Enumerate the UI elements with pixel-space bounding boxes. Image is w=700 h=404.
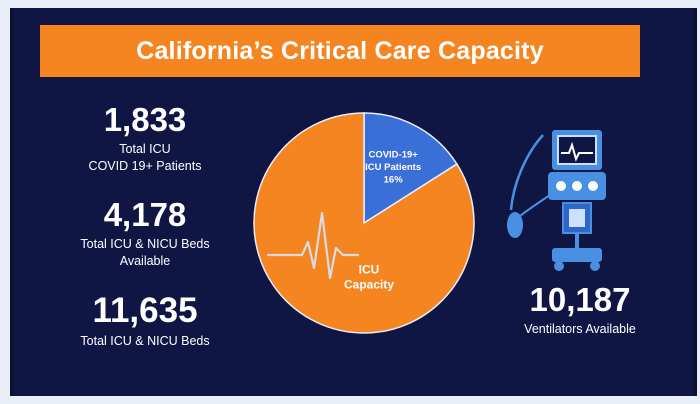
pie-label-covid: ICU Patients (365, 162, 421, 173)
ventilator-icon (507, 130, 606, 271)
pie-chart: COVID-19+ ICU Patients 16% ICU Capacity (240, 110, 490, 340)
pie-label-covid: COVID-19+ (368, 149, 418, 160)
pie-label-covid: 16% (384, 174, 404, 185)
pie-label-capacity: ICU (359, 263, 380, 277)
stat-icu-covid-patients: 1,833 Total ICU COVID 19+ Patients (60, 103, 230, 175)
pie-label-capacity: Capacity (344, 278, 394, 292)
stat-beds-available: 4,178 Total ICU & NICU Beds Available (50, 198, 240, 270)
stat-value: 11,635 (92, 291, 198, 330)
stat-label: Total ICU & NICU Beds (80, 334, 210, 348)
stat-beds-total: 11,635 Total ICU & NICU Beds (45, 293, 245, 350)
pie-slices (253, 112, 475, 334)
stat-label: Total ICU (119, 142, 171, 156)
stat-label: Available (119, 253, 171, 268)
stat-value: 4,178 (103, 196, 187, 233)
stat-ventilators-available: 10,187 Ventilators Available (500, 283, 660, 338)
stat-label: COVID 19+ Patients (88, 158, 202, 173)
heartbeat-icon (266, 211, 360, 280)
stat-value: 1,833 (103, 101, 187, 138)
title-banner: California’s Critical Care Capacity (40, 25, 640, 77)
stat-label: Ventilators Available (524, 322, 636, 336)
stat-value: 10,187 (529, 281, 631, 318)
pie-slice-covid-patients (363, 112, 458, 225)
page-title: California’s Critical Care Capacity (136, 36, 544, 65)
pie-slice-icu-capacity (253, 112, 475, 334)
stat-label: Total ICU & NICU Beds (80, 237, 210, 251)
